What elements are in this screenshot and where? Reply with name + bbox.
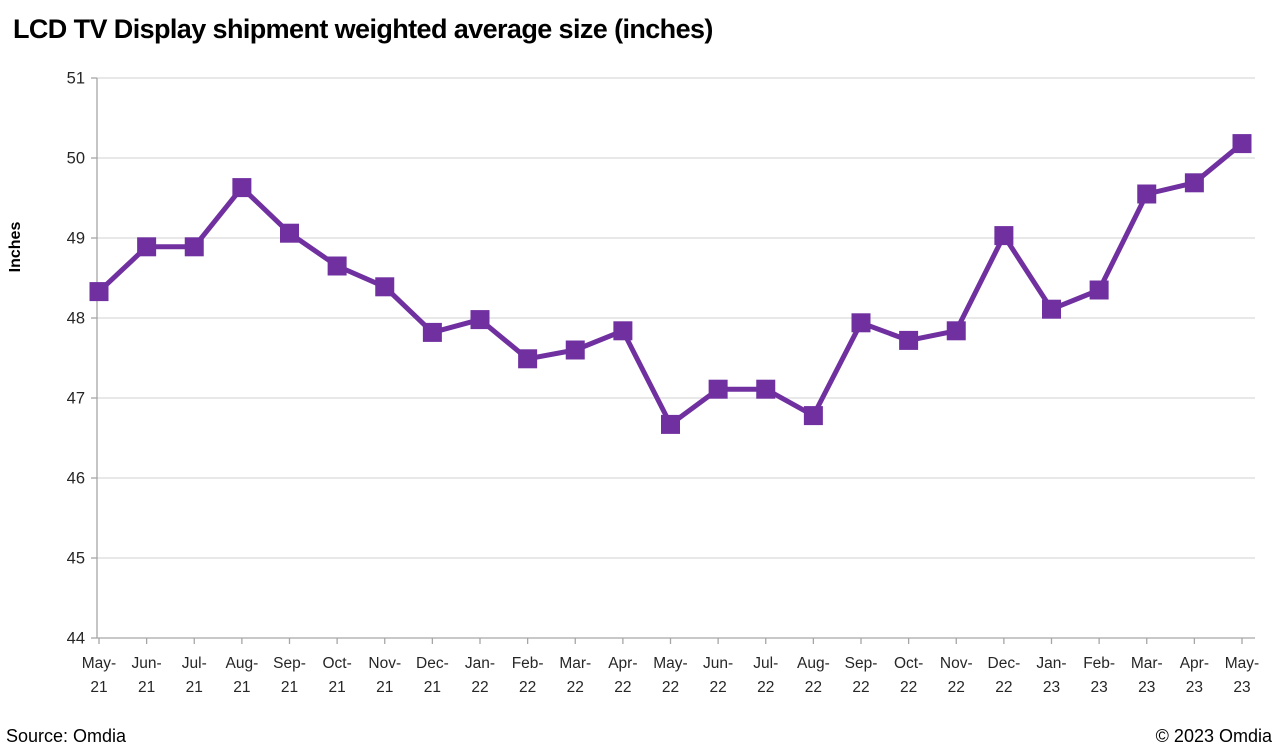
data-point	[375, 277, 395, 297]
copyright-note: © 2023 Omdia	[1155, 726, 1272, 746]
data-point	[280, 223, 299, 243]
x-tick-label: Jun-21	[132, 655, 162, 696]
y-tick-label: 44	[67, 630, 85, 648]
x-tick-label: Feb-23	[1083, 655, 1115, 696]
series-line	[97, 141, 1244, 427]
x-tick-label: Nov-22	[940, 655, 973, 696]
data-point	[89, 282, 109, 302]
x-tick-label: Jan-23	[1036, 655, 1066, 696]
y-axis-ticks: 44 45 46 47 48 49 50 51	[67, 70, 97, 648]
data-point	[756, 379, 776, 399]
data-point	[946, 321, 966, 341]
data-point	[184, 237, 204, 257]
y-axis-title: Inches	[7, 222, 24, 273]
x-tick-label: Jul-21	[182, 655, 207, 696]
data-point	[803, 406, 823, 426]
x-tick-label: Nov-21	[368, 655, 401, 696]
x-tick-label: Feb-22	[512, 655, 544, 696]
x-tick-label: Jun-22	[703, 655, 733, 696]
chart-footer: Source: Omdia © 2023 Omdia	[0, 726, 1280, 747]
source-note: Source: Omdia	[6, 726, 127, 746]
x-tick-label: Apr-22	[608, 655, 637, 696]
y-tick-label: 48	[67, 310, 85, 328]
y-tick-label: 50	[67, 150, 85, 168]
data-point	[327, 256, 347, 276]
data-point	[613, 321, 633, 341]
x-tick-label: Sep-21	[273, 655, 306, 696]
chart-canvas: 44 45 46 47 48 49 50 51 May-21 Jun-21 Jul-21 Aug-21…	[7, 70, 1259, 697]
x-tick-label: Mar-23	[1131, 655, 1163, 696]
data-point	[994, 226, 1014, 246]
data-point	[851, 313, 871, 333]
y-tick-label: 49	[67, 230, 85, 248]
data-point	[1089, 280, 1109, 300]
x-tick-label: Dec-21	[416, 655, 449, 696]
data-point	[565, 340, 585, 360]
x-tick-label: Jul-22	[753, 655, 778, 696]
data-point	[661, 414, 680, 434]
x-tick-label: May-23	[1225, 655, 1259, 696]
x-axis-ticks: May-21 Jun-21 Jul-21 Aug-21 Sep-21 Oct-21 Nov-…	[82, 638, 1259, 696]
data-point	[708, 379, 728, 399]
x-tick-label: Oct-22	[894, 655, 923, 696]
x-tick-label: Aug-21	[226, 655, 259, 696]
x-tick-label: May-21	[82, 655, 116, 696]
gridlines	[97, 77, 1255, 559]
y-tick-label: 47	[67, 390, 85, 408]
x-tick-label: May-22	[653, 655, 687, 696]
data-point	[1137, 184, 1157, 204]
x-tick-label: Aug-22	[797, 655, 830, 696]
data-point	[470, 310, 490, 330]
data-point	[518, 349, 538, 369]
x-tick-label: Dec-22	[988, 655, 1021, 696]
chart-title: LCD TV Display shipment weighted average…	[13, 14, 713, 44]
x-tick-label: Oct-21	[322, 655, 351, 696]
data-point	[422, 322, 442, 342]
data-point	[232, 178, 252, 198]
y-tick-label: 51	[67, 70, 85, 88]
y-tick-label: 46	[67, 470, 85, 488]
data-point	[899, 330, 919, 350]
x-tick-label: Apr-23	[1180, 655, 1209, 696]
data-point	[137, 237, 157, 257]
y-tick-label: 45	[67, 550, 85, 568]
series-weighted-average-size	[89, 134, 1252, 434]
data-point	[1184, 173, 1204, 193]
x-tick-label: Mar-22	[559, 655, 591, 696]
data-point	[1042, 299, 1061, 319]
x-tick-label: Sep-22	[845, 655, 878, 696]
data-point	[1232, 134, 1252, 154]
axes	[96, 78, 1255, 639]
x-tick-label: Jan-22	[465, 655, 495, 696]
